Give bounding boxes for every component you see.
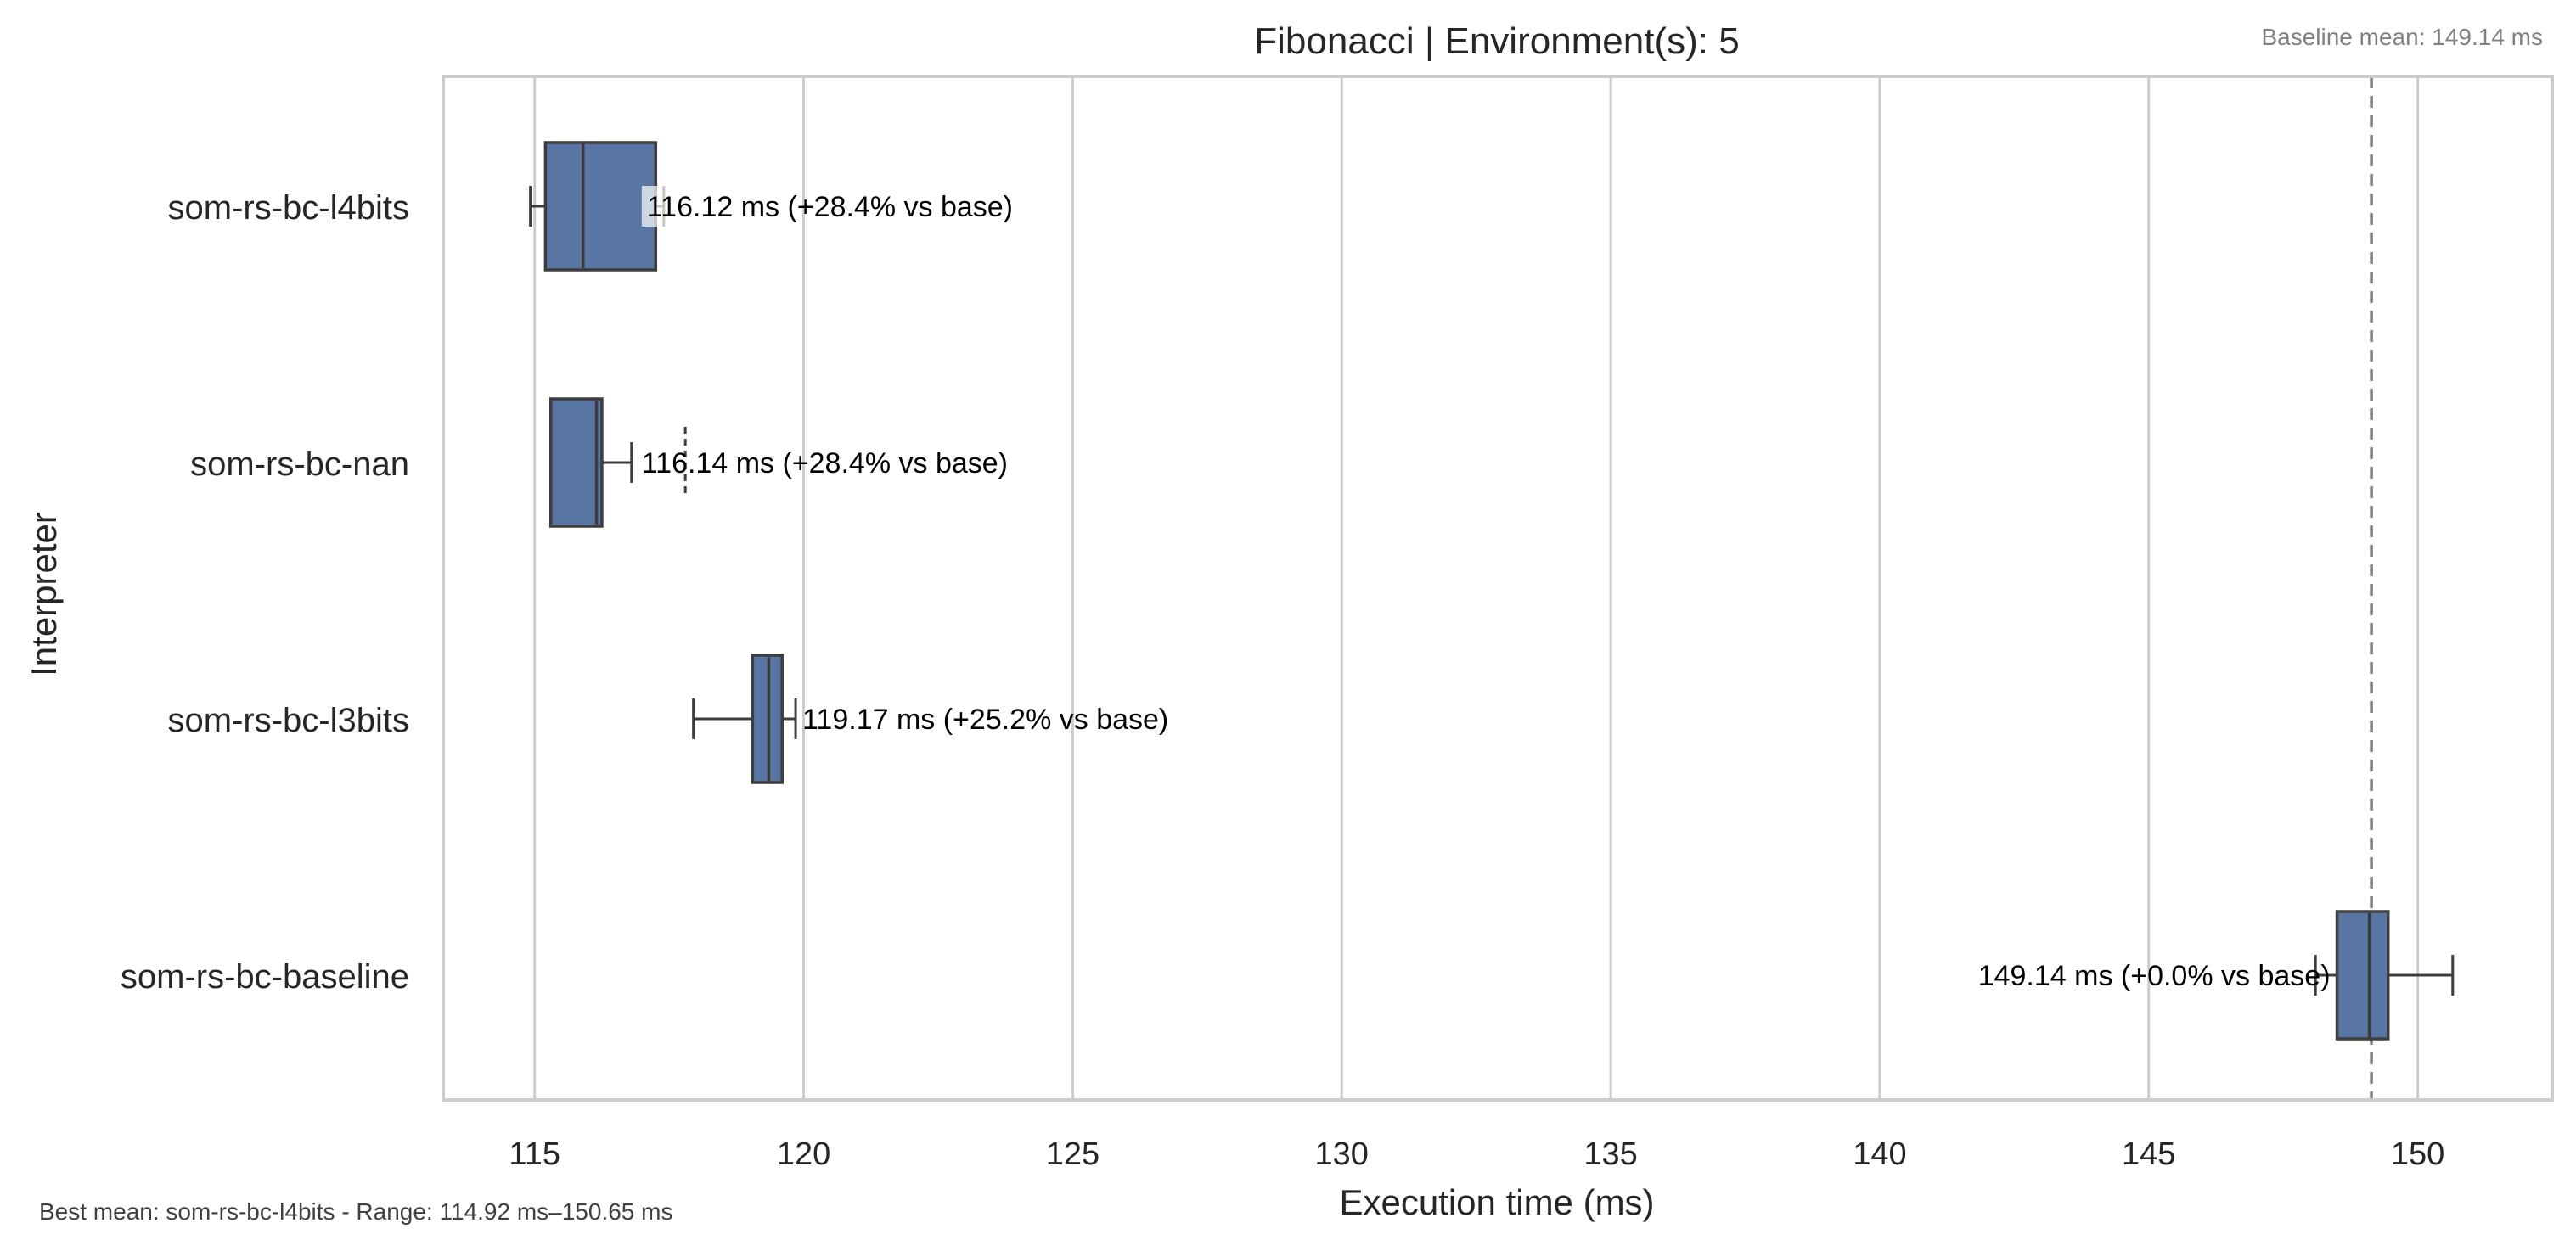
baseline-mean-note: Baseline mean: 149.14 ms (2261, 24, 2543, 50)
category-label: som-rs-bc-l4bits (168, 189, 409, 227)
x-axis-label: Execution time (ms) (1339, 1182, 1654, 1222)
footer-note: Best mean: som-rs-bc-l4bits - Range: 114… (39, 1198, 672, 1225)
x-tick-label: 115 (509, 1136, 560, 1172)
annotation-background (641, 186, 672, 227)
x-tick-label: 130 (1315, 1136, 1369, 1172)
mean-annotation: 116.12 ms (+28.4% vs base) (647, 191, 1013, 223)
y-category-labels: som-rs-bc-l4bits som-rs-bc-nan som-rs-bc-l… (121, 189, 409, 996)
box-iqr (543, 141, 658, 272)
grid-lines (533, 76, 2420, 1100)
x-tick-label: 140 (1853, 1136, 1906, 1172)
box-iqr (2335, 910, 2390, 1041)
x-tick-label: 145 (2122, 1136, 2175, 1172)
category-label: som-rs-bc-l3bits (168, 702, 409, 739)
x-tick-label: 150 (2391, 1136, 2444, 1172)
y-axis-label: Interpreter (24, 512, 64, 676)
x-tick-label: 135 (1583, 1136, 1637, 1172)
box-layer (529, 141, 2455, 1041)
box-iqr (548, 397, 604, 528)
x-tick-labels: 115 120 125 130 135 140 145 150 (509, 1136, 2444, 1172)
x-tick-label: 120 (777, 1136, 830, 1172)
category-label: som-rs-bc-nan (190, 446, 409, 483)
plot-frame (442, 75, 2554, 1102)
mean-annotation: 149.14 ms (+0.0% vs base) (1978, 960, 2331, 992)
mean-annotation: 116.14 ms (+28.4% vs base) (642, 447, 1008, 480)
category-label: som-rs-bc-baseline (121, 958, 409, 996)
annotation-layer: 116.12 ms (+28.4% vs base) 116.14 ms (+28… (642, 186, 2331, 992)
chart-title: Fibonacci | Environment(s): 5 (1254, 20, 1739, 62)
x-tick-label: 125 (1046, 1136, 1100, 1172)
mean-annotation: 119.17 ms (+25.2% vs base) (802, 704, 1168, 736)
